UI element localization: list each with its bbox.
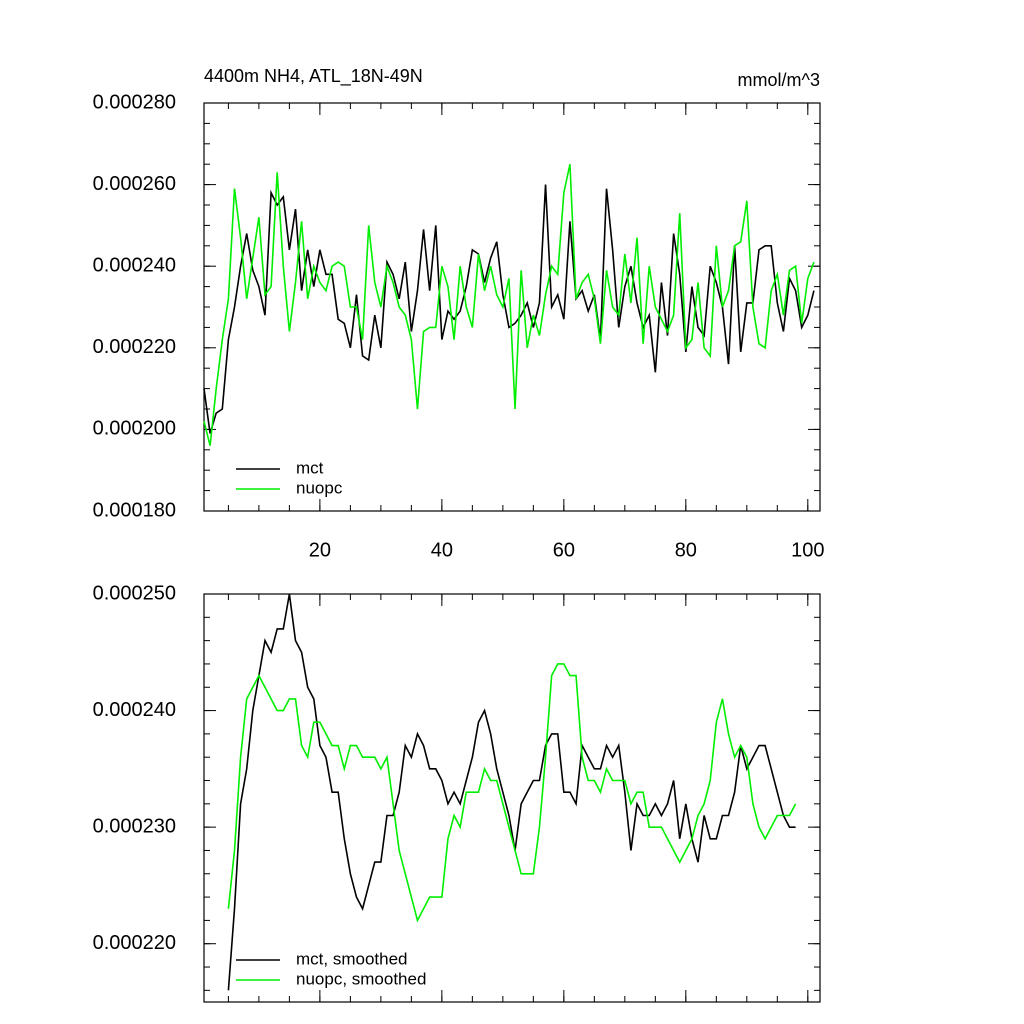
legend-label: nuopc [296, 478, 343, 497]
legend-label: nuopc, smoothed [296, 969, 426, 988]
x-tick-label: 100 [791, 539, 824, 561]
y-tick-label: 0.000180 [93, 499, 176, 521]
data-line [203, 184, 815, 434]
legend-label: mct, smoothed [296, 949, 408, 968]
y-tick-label: 0.000250 [93, 582, 176, 604]
y-tick-label: 0.000220 [93, 336, 176, 358]
y-tick-label: 0.000200 [93, 418, 176, 440]
x-tick-label: 80 [675, 539, 697, 561]
x-tick-label: 40 [431, 539, 453, 561]
y-tick-label: 0.000260 [93, 173, 176, 195]
y-tick-label: 0.000240 [93, 254, 176, 276]
y-tick-label: 0.000280 [93, 91, 176, 113]
y-tick-label: 0.000240 [93, 699, 176, 721]
plot-frame [203, 593, 821, 1003]
y-tick-label: 0.000220 [93, 932, 176, 954]
units-label: mmol/m^3 [738, 70, 820, 90]
plot-frame [203, 102, 821, 512]
chart-title: 4400m NH4, ATL_18N-49N [204, 66, 423, 87]
x-tick-label: 20 [309, 539, 331, 561]
y-tick-label: 0.000230 [93, 815, 176, 837]
data-line [203, 164, 815, 446]
data-line [227, 593, 796, 991]
legend-label: mct [296, 458, 324, 477]
data-line [227, 663, 797, 923]
x-tick-label: 60 [553, 539, 575, 561]
